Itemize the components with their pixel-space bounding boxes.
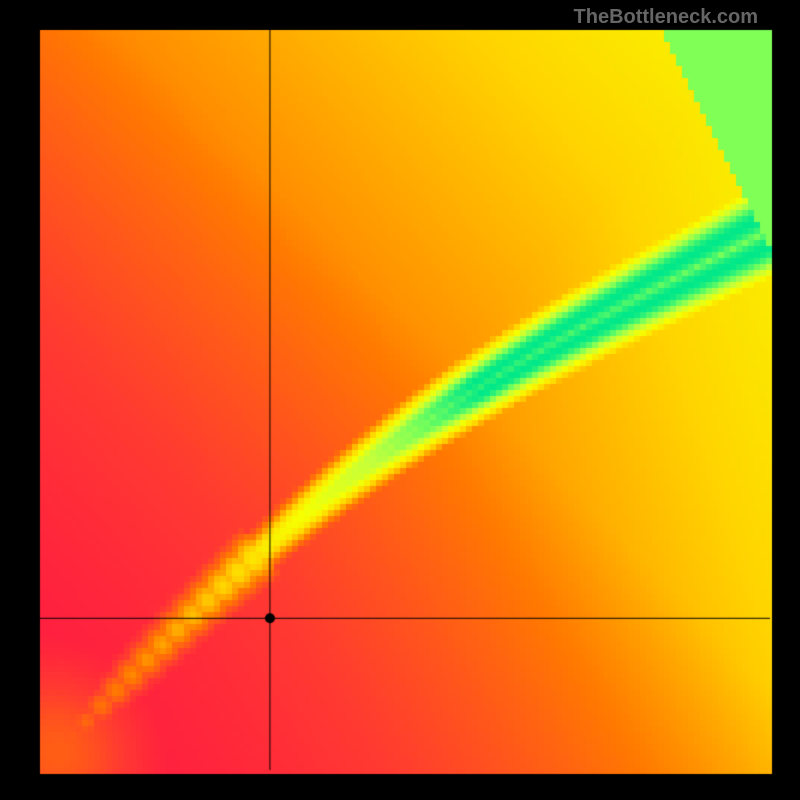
bottleneck-heatmap <box>0 0 800 800</box>
root-container: TheBottleneck.com <box>0 0 800 800</box>
watermark-text: TheBottleneck.com <box>574 6 758 29</box>
